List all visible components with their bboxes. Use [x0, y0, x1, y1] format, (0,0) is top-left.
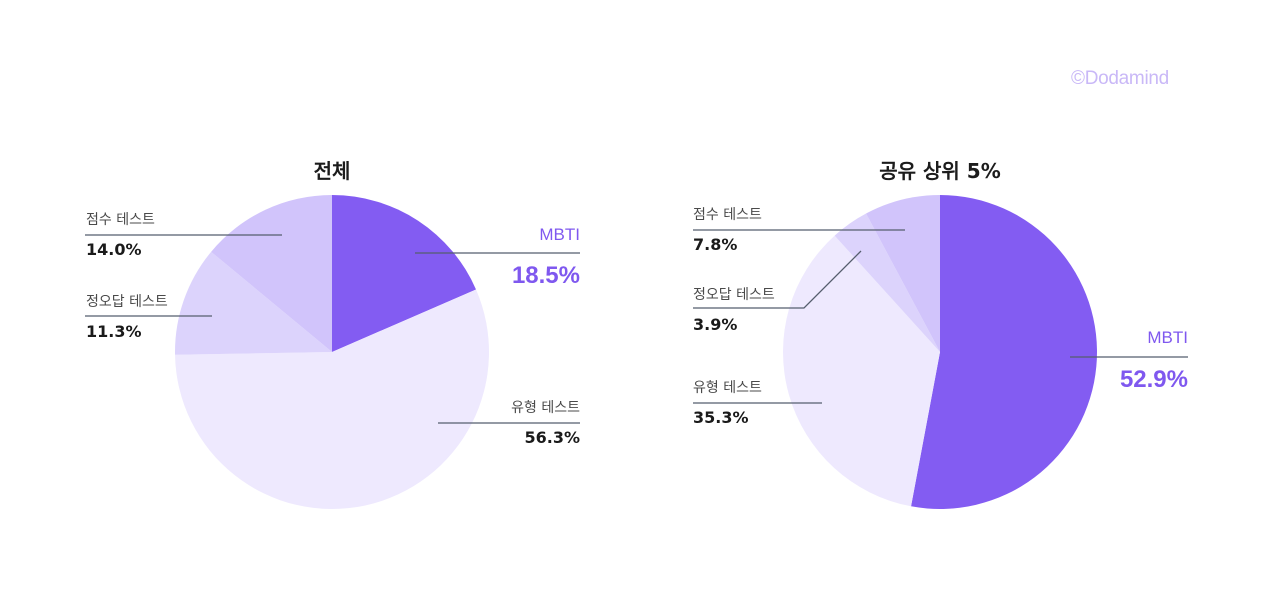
leader-lines [85, 229, 1188, 424]
slice-quiz-test [834, 213, 940, 352]
label-type-test: 유형 테스트 [693, 380, 762, 396]
pie-chart-overall [174, 195, 490, 509]
slice-type-test [175, 289, 490, 509]
slice-quiz-test [174, 251, 332, 355]
value-type-test: 56.3% [524, 428, 580, 447]
copyright-watermark: ©Dodamind [1071, 68, 1169, 89]
value-mbti: 52.9% [1119, 366, 1188, 393]
value-quiz-test: 11.3% [86, 322, 142, 341]
label-score-test: 점수 테스트 [693, 207, 762, 223]
slice-mbti [332, 195, 477, 352]
slice-score-test [866, 195, 940, 352]
label-score-test: 점수 테스트 [86, 212, 155, 228]
value-type-test: 35.3% [693, 408, 749, 427]
value-score-test: 14.0% [86, 240, 142, 259]
chart-title-overall: 전체 [313, 159, 351, 183]
slice-score-test [211, 195, 332, 352]
chart-title-top-share: 공유 상위 5% [879, 159, 1001, 183]
label-type-test: 유형 테스트 [511, 400, 580, 416]
label-mbti: MBTI [539, 225, 580, 244]
label-mbti: MBTI [1147, 328, 1188, 347]
value-score-test: 7.8% [693, 235, 738, 254]
slice-mbti [911, 195, 1097, 509]
pie-chart-top-share [783, 195, 1097, 509]
label-quiz-test: 정오답 테스트 [693, 287, 775, 303]
value-quiz-test: 3.9% [693, 315, 738, 334]
slice-type-test [783, 235, 940, 507]
value-mbti: 18.5% [511, 262, 580, 289]
label-quiz-test: 정오답 테스트 [86, 294, 168, 310]
